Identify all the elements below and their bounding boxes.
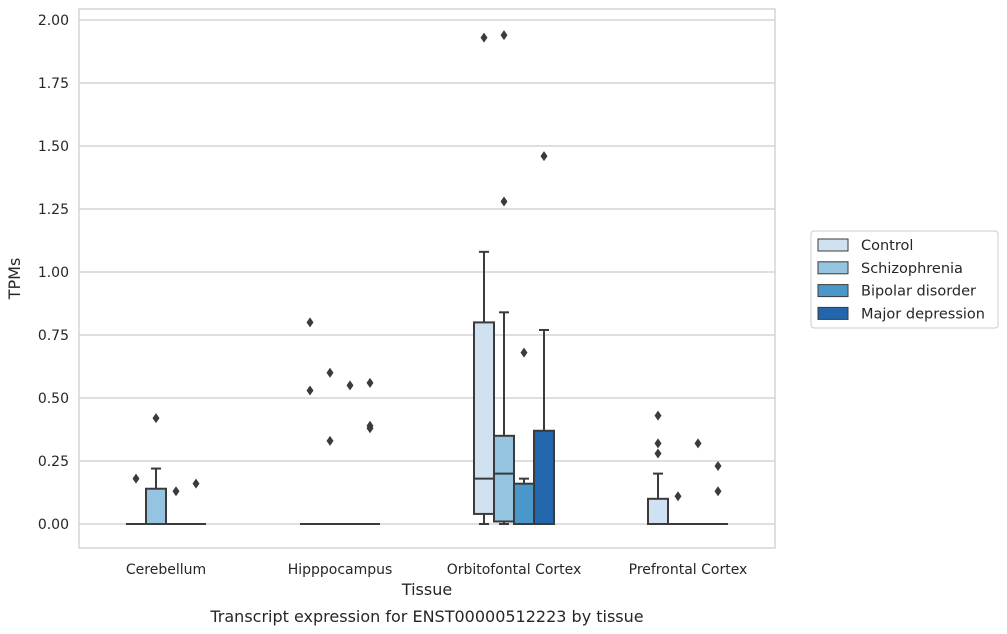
box-schizophrenia xyxy=(493,30,515,525)
outlier-point xyxy=(326,367,334,378)
outlier-point xyxy=(654,438,662,449)
box-body xyxy=(647,497,669,525)
grid-lines xyxy=(79,19,775,525)
legend-swatch xyxy=(817,238,849,252)
plot-frame xyxy=(78,8,776,549)
legend-label: Major depression xyxy=(861,306,985,322)
legend-label: Control xyxy=(861,238,913,254)
outlier-point xyxy=(306,385,314,396)
outlier-point xyxy=(520,347,528,358)
outlier-point xyxy=(694,438,702,449)
outlier-point xyxy=(132,473,140,484)
outlier-point xyxy=(480,32,488,43)
y-tick-label: 1.50 xyxy=(38,139,69,155)
outlier-point xyxy=(366,420,374,431)
outlier-point xyxy=(500,30,508,41)
legend-label: Schizophrenia xyxy=(861,261,963,277)
box-control xyxy=(647,410,669,525)
box-schizophrenia xyxy=(145,413,167,525)
box-schizophrenia xyxy=(668,491,688,525)
chart-caption: Transcript expression for ENST0000051222… xyxy=(209,607,643,626)
outlier-point xyxy=(192,478,200,489)
legend-swatch xyxy=(817,261,849,275)
box-body xyxy=(473,321,495,515)
box-bipolar-disorder xyxy=(688,438,708,525)
y-tick-label: 1.75 xyxy=(38,76,69,92)
box-major-depression xyxy=(186,478,206,525)
box-control xyxy=(126,473,146,525)
box-control xyxy=(473,32,495,525)
outlier-point xyxy=(674,491,682,502)
x-tick-label: Orbitofontal Cortex xyxy=(447,562,582,578)
y-tick-label: 0.25 xyxy=(38,454,69,470)
box-major-depression xyxy=(360,377,380,525)
outlier-point xyxy=(714,461,722,472)
x-axis-label: Tissue xyxy=(401,580,452,599)
outlier-point xyxy=(714,486,722,497)
legend-frame xyxy=(810,230,999,329)
y-tick-label: 0.00 xyxy=(38,517,69,533)
outlier-point xyxy=(346,380,354,391)
y-tick-label: 0.75 xyxy=(38,328,69,344)
box-schizophrenia xyxy=(320,367,340,525)
x-tick-label: Hipppocampus xyxy=(288,562,393,578)
legend: Control Schizophrenia Bipolar disorder Majo… xyxy=(810,230,999,329)
box-plots xyxy=(126,30,728,526)
y-tick-label: 1.25 xyxy=(38,202,69,218)
box-bipolar-disorder xyxy=(166,486,186,525)
legend-label: Bipolar disorder xyxy=(861,284,976,300)
box-body xyxy=(533,429,555,526)
x-tick-label: Prefrontal Cortex xyxy=(629,562,748,578)
box-body xyxy=(513,482,535,525)
legend-swatch xyxy=(817,284,849,298)
outlier-point xyxy=(326,435,334,446)
box-major-depression xyxy=(533,151,555,526)
y-tick-labels: 0.00 0.25 0.50 0.75 1.00 1.25 1.50 1.75 2.00 xyxy=(38,13,69,533)
y-axis-label: TPMs xyxy=(5,258,24,301)
outlier-point xyxy=(366,377,374,388)
y-tick-label: 0.50 xyxy=(38,391,69,407)
box-major-depression xyxy=(708,461,728,525)
outlier-point xyxy=(654,448,662,459)
x-tick-label: Cerebellum xyxy=(126,562,206,578)
legend-swatch xyxy=(817,306,849,320)
box-body xyxy=(493,434,515,523)
box-bipolar-disorder xyxy=(513,347,535,525)
outlier-point xyxy=(172,486,180,497)
outlier-point xyxy=(500,196,508,207)
outlier-point xyxy=(306,317,314,328)
box-control xyxy=(300,317,320,525)
y-tick-label: 1.00 xyxy=(38,265,69,281)
outlier-point xyxy=(540,151,548,162)
y-tick-label: 2.00 xyxy=(38,13,69,29)
outlier-point xyxy=(654,410,662,421)
outlier-point xyxy=(152,413,160,424)
box-bipolar-disorder xyxy=(340,380,360,525)
x-tick-labels: Cerebellum Hipppocampus Orbitofontal Corte… xyxy=(126,562,747,578)
box-body xyxy=(145,487,167,525)
